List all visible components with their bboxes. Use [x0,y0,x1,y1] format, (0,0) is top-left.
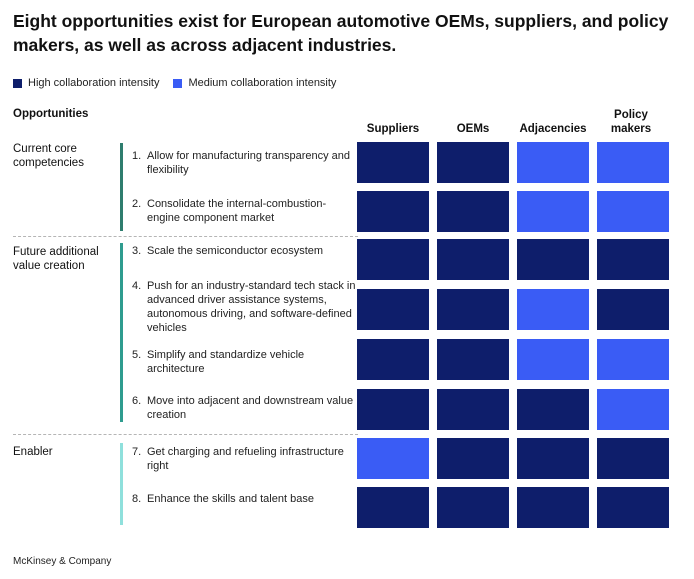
heatmap-cell-r5-c2 [437,339,509,380]
group-bar-future-value [120,243,123,422]
column-header-suppliers: Suppliers [366,123,420,135]
item-number: 7. [132,446,142,458]
group-label-enabler: Enabler [13,446,53,458]
heatmap-cell-r5-c1 [357,339,429,380]
opportunity-item-7: 7. Get charging and refueling infrastruc… [132,445,357,473]
item-text: Allow for manufacturing transparency and… [147,150,350,176]
column-header-policy-makers: Policy makers [610,109,652,135]
item-text: Simplify and standardize vehicle archite… [147,349,305,375]
group-bar-current-core [120,143,123,231]
heatmap-cell-r7-c4 [597,438,669,479]
heatmap-cell-r4-c2 [437,289,509,330]
opportunity-item-2: 2. Consolidate the internal-combustion-e… [132,197,357,225]
heatmap-cell-r3-c4 [597,239,669,280]
heatmap-cell-r2-c2 [437,191,509,232]
item-text: Push for an industry-standard tech stack… [147,280,356,334]
heatmap-cell-r5-c3 [517,339,589,380]
group-bar-enabler [120,443,123,525]
heatmap-cell-r8-c4 [597,487,669,528]
item-text: Move into adjacent and downstream value … [147,395,354,421]
item-number: 2. [132,198,142,210]
legend-swatch-high [13,78,22,88]
heatmap-cell-r8-c3 [517,487,589,528]
heatmap-cell-r1-c4 [597,142,669,183]
source-label: McKinsey & Company [13,556,112,567]
heatmap-cell-r3-c2 [437,239,509,280]
heatmap-cell-r8-c2 [437,487,509,528]
legend: High collaboration intensity Medium coll… [13,77,350,89]
legend-item-high: High collaboration intensity [13,77,159,89]
heatmap-cell-r4-c1 [357,289,429,330]
item-number: 6. [132,395,142,407]
item-number: 8. [132,493,142,505]
heatmap-cell-r5-c4 [597,339,669,380]
item-number: 4. [132,280,142,292]
legend-label-medium: Medium collaboration intensity [188,77,337,89]
heatmap-cell-r6-c4 [597,389,669,430]
heatmap-cell-r3-c1 [357,239,429,280]
heatmap-cell-r1-c3 [517,142,589,183]
group-label-future-value: Future additional value creation [13,246,99,272]
opportunities-header: Opportunities [13,108,89,120]
opportunity-item-6: 6. Move into adjacent and downstream val… [132,394,357,422]
heatmap-cell-r2-c3 [517,191,589,232]
legend-label-high: High collaboration intensity [28,77,160,89]
opportunity-item-5: 5. Simplify and standardize vehicle arch… [132,348,357,376]
item-number: 3. [132,245,142,257]
heatmap-cell-r7-c1 [357,438,429,479]
column-header-oems: OEMs [456,123,490,135]
opportunity-item-3: 3. Scale the semiconductor ecosystem [132,244,357,258]
heatmap-cell-r8-c1 [357,487,429,528]
item-number: 5. [132,349,142,361]
group-divider [13,434,358,435]
heatmap-cell-r7-c3 [517,438,589,479]
item-text: Scale the semiconductor ecosystem [147,245,324,257]
heatmap-cell-r2-c4 [597,191,669,232]
opportunity-item-8: 8. Enhance the skills and talent base [132,492,357,506]
heatmap-cell-r7-c2 [437,438,509,479]
legend-swatch-medium [173,78,183,88]
item-number: 1. [132,150,142,162]
item-text: Enhance the skills and talent base [147,493,314,505]
heatmap-cell-r2-c1 [357,191,429,232]
group-label-current-core: Current core competencies [13,143,84,169]
opportunity-item-1: 1. Allow for manufacturing transparency … [132,149,357,177]
group-divider [13,236,358,237]
opportunity-item-4: 4. Push for an industry-standard tech st… [132,279,357,335]
heatmap-cell-r1-c1 [357,142,429,183]
heatmap-cell-r1-c2 [437,142,509,183]
chart-title: Eight opportunities exist for European a… [13,11,669,55]
item-text: Get charging and refueling infrastructur… [147,446,344,472]
legend-item-medium: Medium collaboration intensity [173,77,336,89]
heatmap-cell-r4-c4 [597,289,669,330]
heatmap-cell-r6-c3 [517,389,589,430]
item-text: Consolidate the internal-combustion-engi… [147,198,327,224]
heatmap-cell-r4-c3 [517,289,589,330]
heatmap-cell-r6-c1 [357,389,429,430]
column-header-adjacencies: Adjacencies [519,123,587,135]
heatmap-cell-r3-c3 [517,239,589,280]
heatmap-cell-r6-c2 [437,389,509,430]
